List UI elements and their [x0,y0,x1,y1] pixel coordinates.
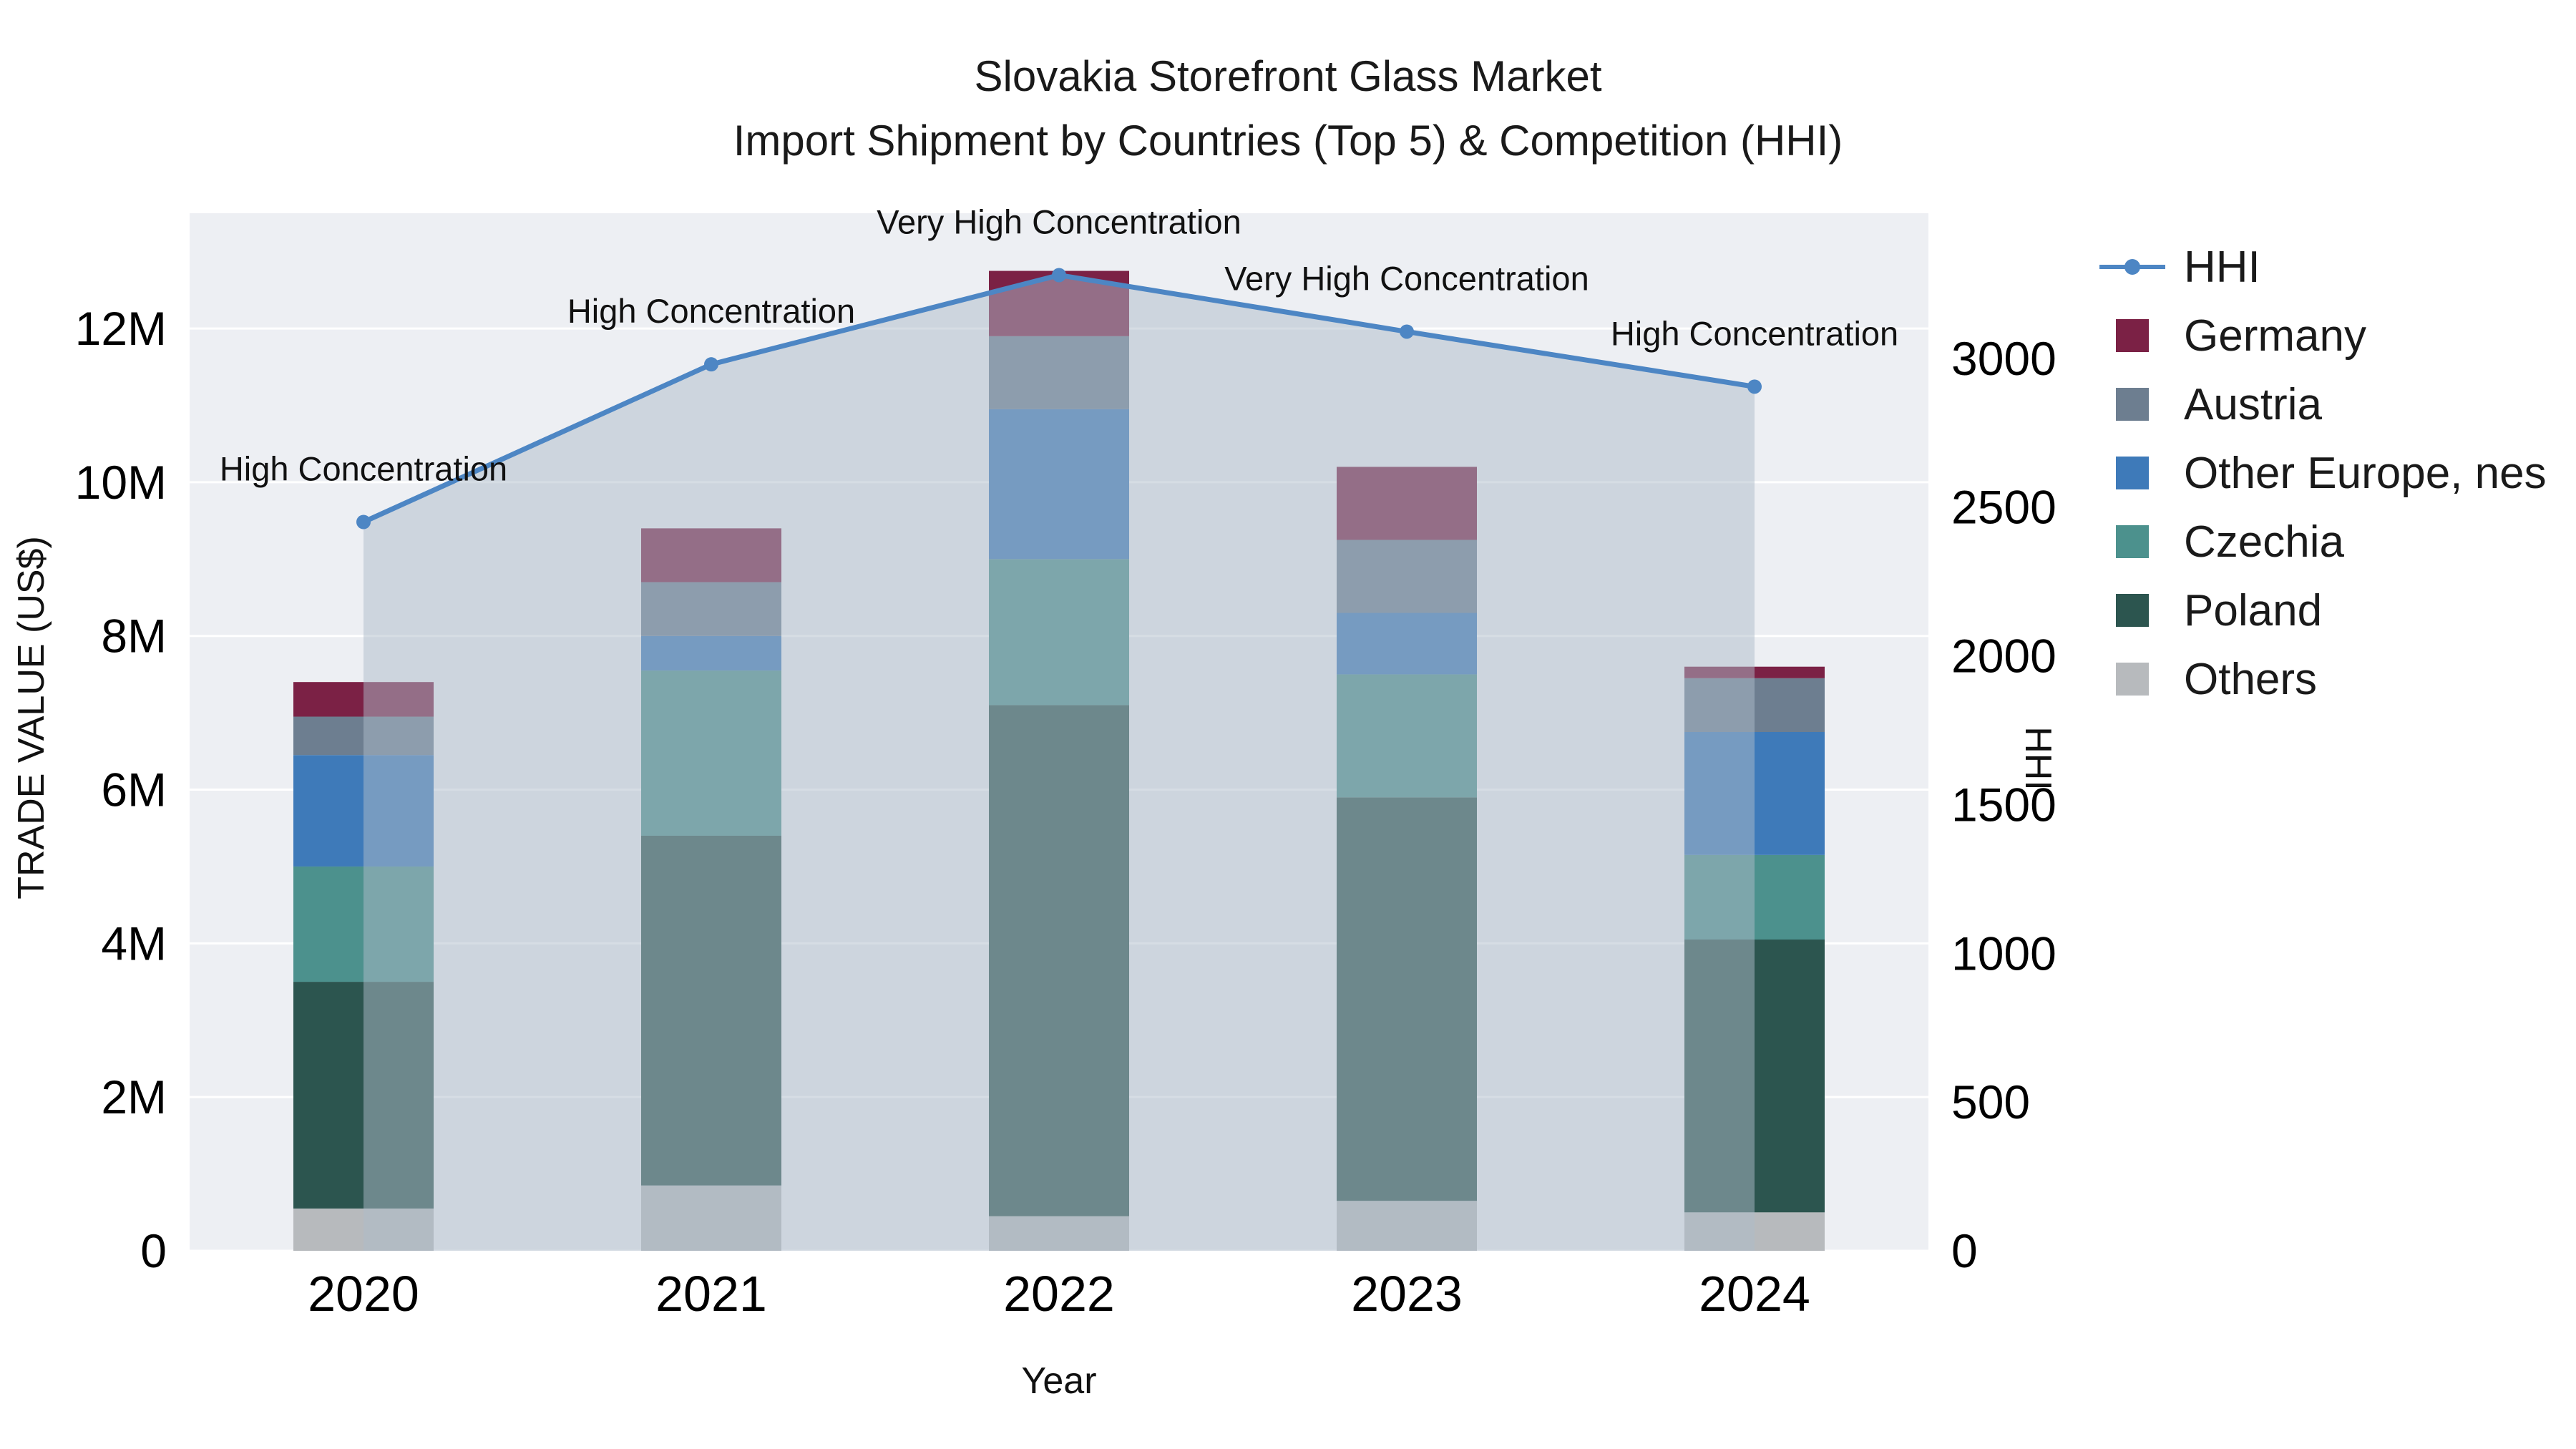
y-right-tick-1500: 1500 [1951,778,2057,831]
legend-swatch-others [2097,663,2168,696]
legend: HHI Germany Austria Other Europe, nes Czechi… [2097,233,2547,713]
annotation-2020: High Concentration [220,450,507,488]
legend-label: Czechia [2184,517,2344,567]
y-right-tick-3000: 3000 [1951,332,2057,385]
legend-item-germany[interactable]: Germany [2097,301,2547,370]
y-left-tick-2M: 2M [101,1070,167,1123]
x-tick-2021: 2021 [655,1266,767,1322]
y-right-tick-2500: 2500 [1951,481,2057,534]
y-left-tick-10M: 10M [75,456,167,509]
legend-swatch-czechia [2097,525,2168,558]
legend-item-poland[interactable]: Poland [2097,576,2547,645]
chart-title: Slovakia Storefront Glass Market Import … [0,44,2576,173]
legend-item-hhi[interactable]: HHI [2097,233,2547,301]
y-axis-title-left: TRADE VALUE (US$) [11,536,52,899]
color-swatch [2116,457,2149,489]
hhi-marker-2023 [1400,324,1414,339]
hhi-marker-2020 [356,514,371,530]
color-swatch [2116,388,2149,421]
chart-title-line1: Slovakia Storefront Glass Market [974,52,1602,100]
annotation-2021: High Concentration [567,292,855,330]
hhi-marker-2021 [704,357,718,372]
x-axis-title: Year [1021,1360,1097,1402]
y-right-tick-1000: 1000 [1951,927,2057,980]
x-tick-2024: 2024 [1699,1266,1810,1322]
legend-label: Other Europe, nes [2184,448,2547,498]
legend-label: Poland [2184,585,2323,635]
annotation-2023: Very High Concentration [1224,259,1589,297]
x-tick-2023: 2023 [1351,1266,1463,1322]
legend-label: HHI [2184,242,2260,292]
legend-label: Germany [2184,311,2366,361]
y-right-tick-500: 500 [1951,1075,2030,1128]
legend-label: Austria [2184,379,2322,429]
y-left-tick-8M: 8M [101,610,167,663]
hhi-marker-2022 [1052,268,1066,283]
x-tick-2020: 2020 [308,1266,419,1322]
y-axis-title-right: HHI [2017,726,2059,791]
legend-swatch-germany [2097,319,2168,352]
hhi-marker-2024 [1747,379,1762,394]
color-swatch [2116,525,2149,558]
chart-title-line2: Import Shipment by Countries (Top 5) & C… [733,117,1843,165]
legend-line-symbol [2097,250,2168,283]
legend-swatch-austria [2097,388,2168,421]
hhi-area-fill [364,275,1755,1251]
y-right-tick-0: 0 [1951,1224,1978,1277]
color-swatch [2116,594,2149,627]
legend-item-other-europe-nes[interactable]: Other Europe, nes [2097,439,2547,507]
legend-item-others[interactable]: Others [2097,645,2547,713]
legend-swatch-poland [2097,594,2168,627]
color-swatch [2116,663,2149,696]
legend-label: Others [2184,654,2318,704]
y-right-tick-2000: 2000 [1951,630,2057,683]
y-left-tick-12M: 12M [75,302,167,355]
color-swatch [2116,319,2149,352]
annotation-2022: Very High Concentration [877,203,1241,240]
legend-item-czechia[interactable]: Czechia [2097,507,2547,576]
legend-item-austria[interactable]: Austria [2097,370,2547,439]
y-left-tick-6M: 6M [101,763,167,816]
y-left-tick-4M: 4M [101,917,167,970]
y-left-tick-0: 0 [140,1224,167,1277]
annotation-2024: High Concentration [1611,314,1898,352]
legend-swatch-other-europe-nes [2097,457,2168,489]
x-tick-2022: 2022 [1003,1266,1115,1322]
